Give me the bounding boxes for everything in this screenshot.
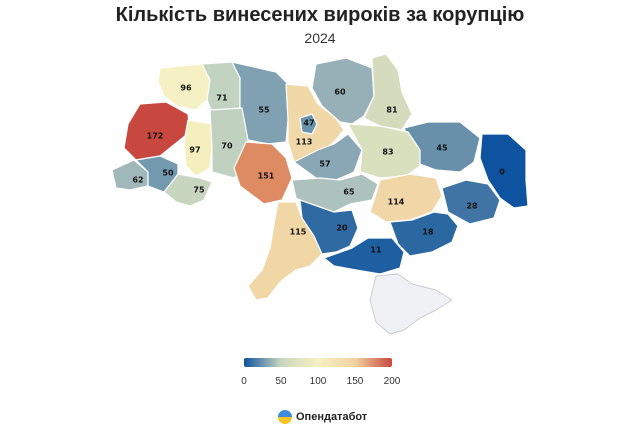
region-value-khmelnytskyi: 70	[221, 142, 233, 151]
region-value-poltava: 83	[382, 148, 393, 157]
region-value-chernihiv: 60	[334, 88, 346, 97]
region-value-ternopil: 97	[189, 146, 200, 155]
opendatabot-logo-icon	[278, 410, 292, 424]
legend-tick: 150	[346, 376, 364, 387]
region-poltava[interactable]	[347, 123, 421, 179]
region-chernivtsi[interactable]	[163, 173, 213, 207]
region-mykolaiv[interactable]	[299, 199, 359, 255]
region-value-kharkiv: 45	[436, 144, 448, 153]
legend-tick: 100	[309, 376, 327, 387]
region-value-sumy: 81	[386, 106, 398, 115]
region-value-cherkasy: 57	[319, 160, 330, 169]
region-value-odesa: 115	[290, 228, 307, 237]
region-value-mykolaiv: 20	[336, 224, 348, 233]
map-subtitle: 2024	[304, 30, 336, 46]
region-value-vinnytsia: 151	[258, 172, 275, 181]
region-kyiv-city[interactable]	[299, 113, 318, 135]
color-scale-legend	[244, 358, 392, 367]
region-value-zaporizhzhia: 18	[422, 228, 434, 237]
region-dnipropetrovsk[interactable]	[369, 173, 443, 223]
region-value-ivano-frankivsk: 50	[162, 169, 174, 178]
region-value-chernivtsi: 75	[193, 186, 205, 195]
legend-tick: 200	[383, 376, 401, 387]
map-title: Кількість винесених вироків за корупцію	[115, 4, 525, 26]
region-crimea[interactable]	[369, 273, 453, 335]
region-value-kyiv-oblast: 113	[296, 138, 313, 147]
region-zaporizhzhia[interactable]	[389, 211, 459, 257]
region-value-zhytomyr: 55	[258, 106, 270, 115]
region-value-rivne: 71	[216, 94, 228, 103]
brand-name: Опендатабот	[296, 411, 368, 423]
legend-tick: 0	[241, 376, 247, 387]
region-value-zakarpattia: 62	[132, 176, 143, 185]
region-value-dnipropetrovsk: 114	[388, 198, 405, 207]
region-value-luhansk: 0	[499, 168, 505, 177]
region-value-donetsk: 28	[466, 202, 478, 211]
region-value-lviv: 172	[147, 132, 164, 141]
region-value-kyiv-city: 47	[303, 119, 314, 128]
brand: Опендатабот	[278, 410, 367, 424]
region-zhytomyr[interactable]	[231, 61, 291, 145]
region-value-kherson: 11	[370, 246, 382, 255]
region-donetsk[interactable]	[441, 179, 501, 225]
region-luhansk[interactable]	[479, 133, 529, 209]
region-value-kirovohrad: 65	[343, 188, 355, 197]
region-sumy[interactable]	[363, 53, 413, 131]
region-kherson[interactable]	[323, 237, 405, 275]
region-value-volyn: 96	[180, 84, 192, 93]
region-vinnytsia[interactable]	[233, 141, 293, 205]
legend-tick: 50	[275, 376, 287, 387]
region-chernihiv[interactable]	[311, 57, 375, 125]
region-lviv[interactable]	[123, 101, 191, 161]
